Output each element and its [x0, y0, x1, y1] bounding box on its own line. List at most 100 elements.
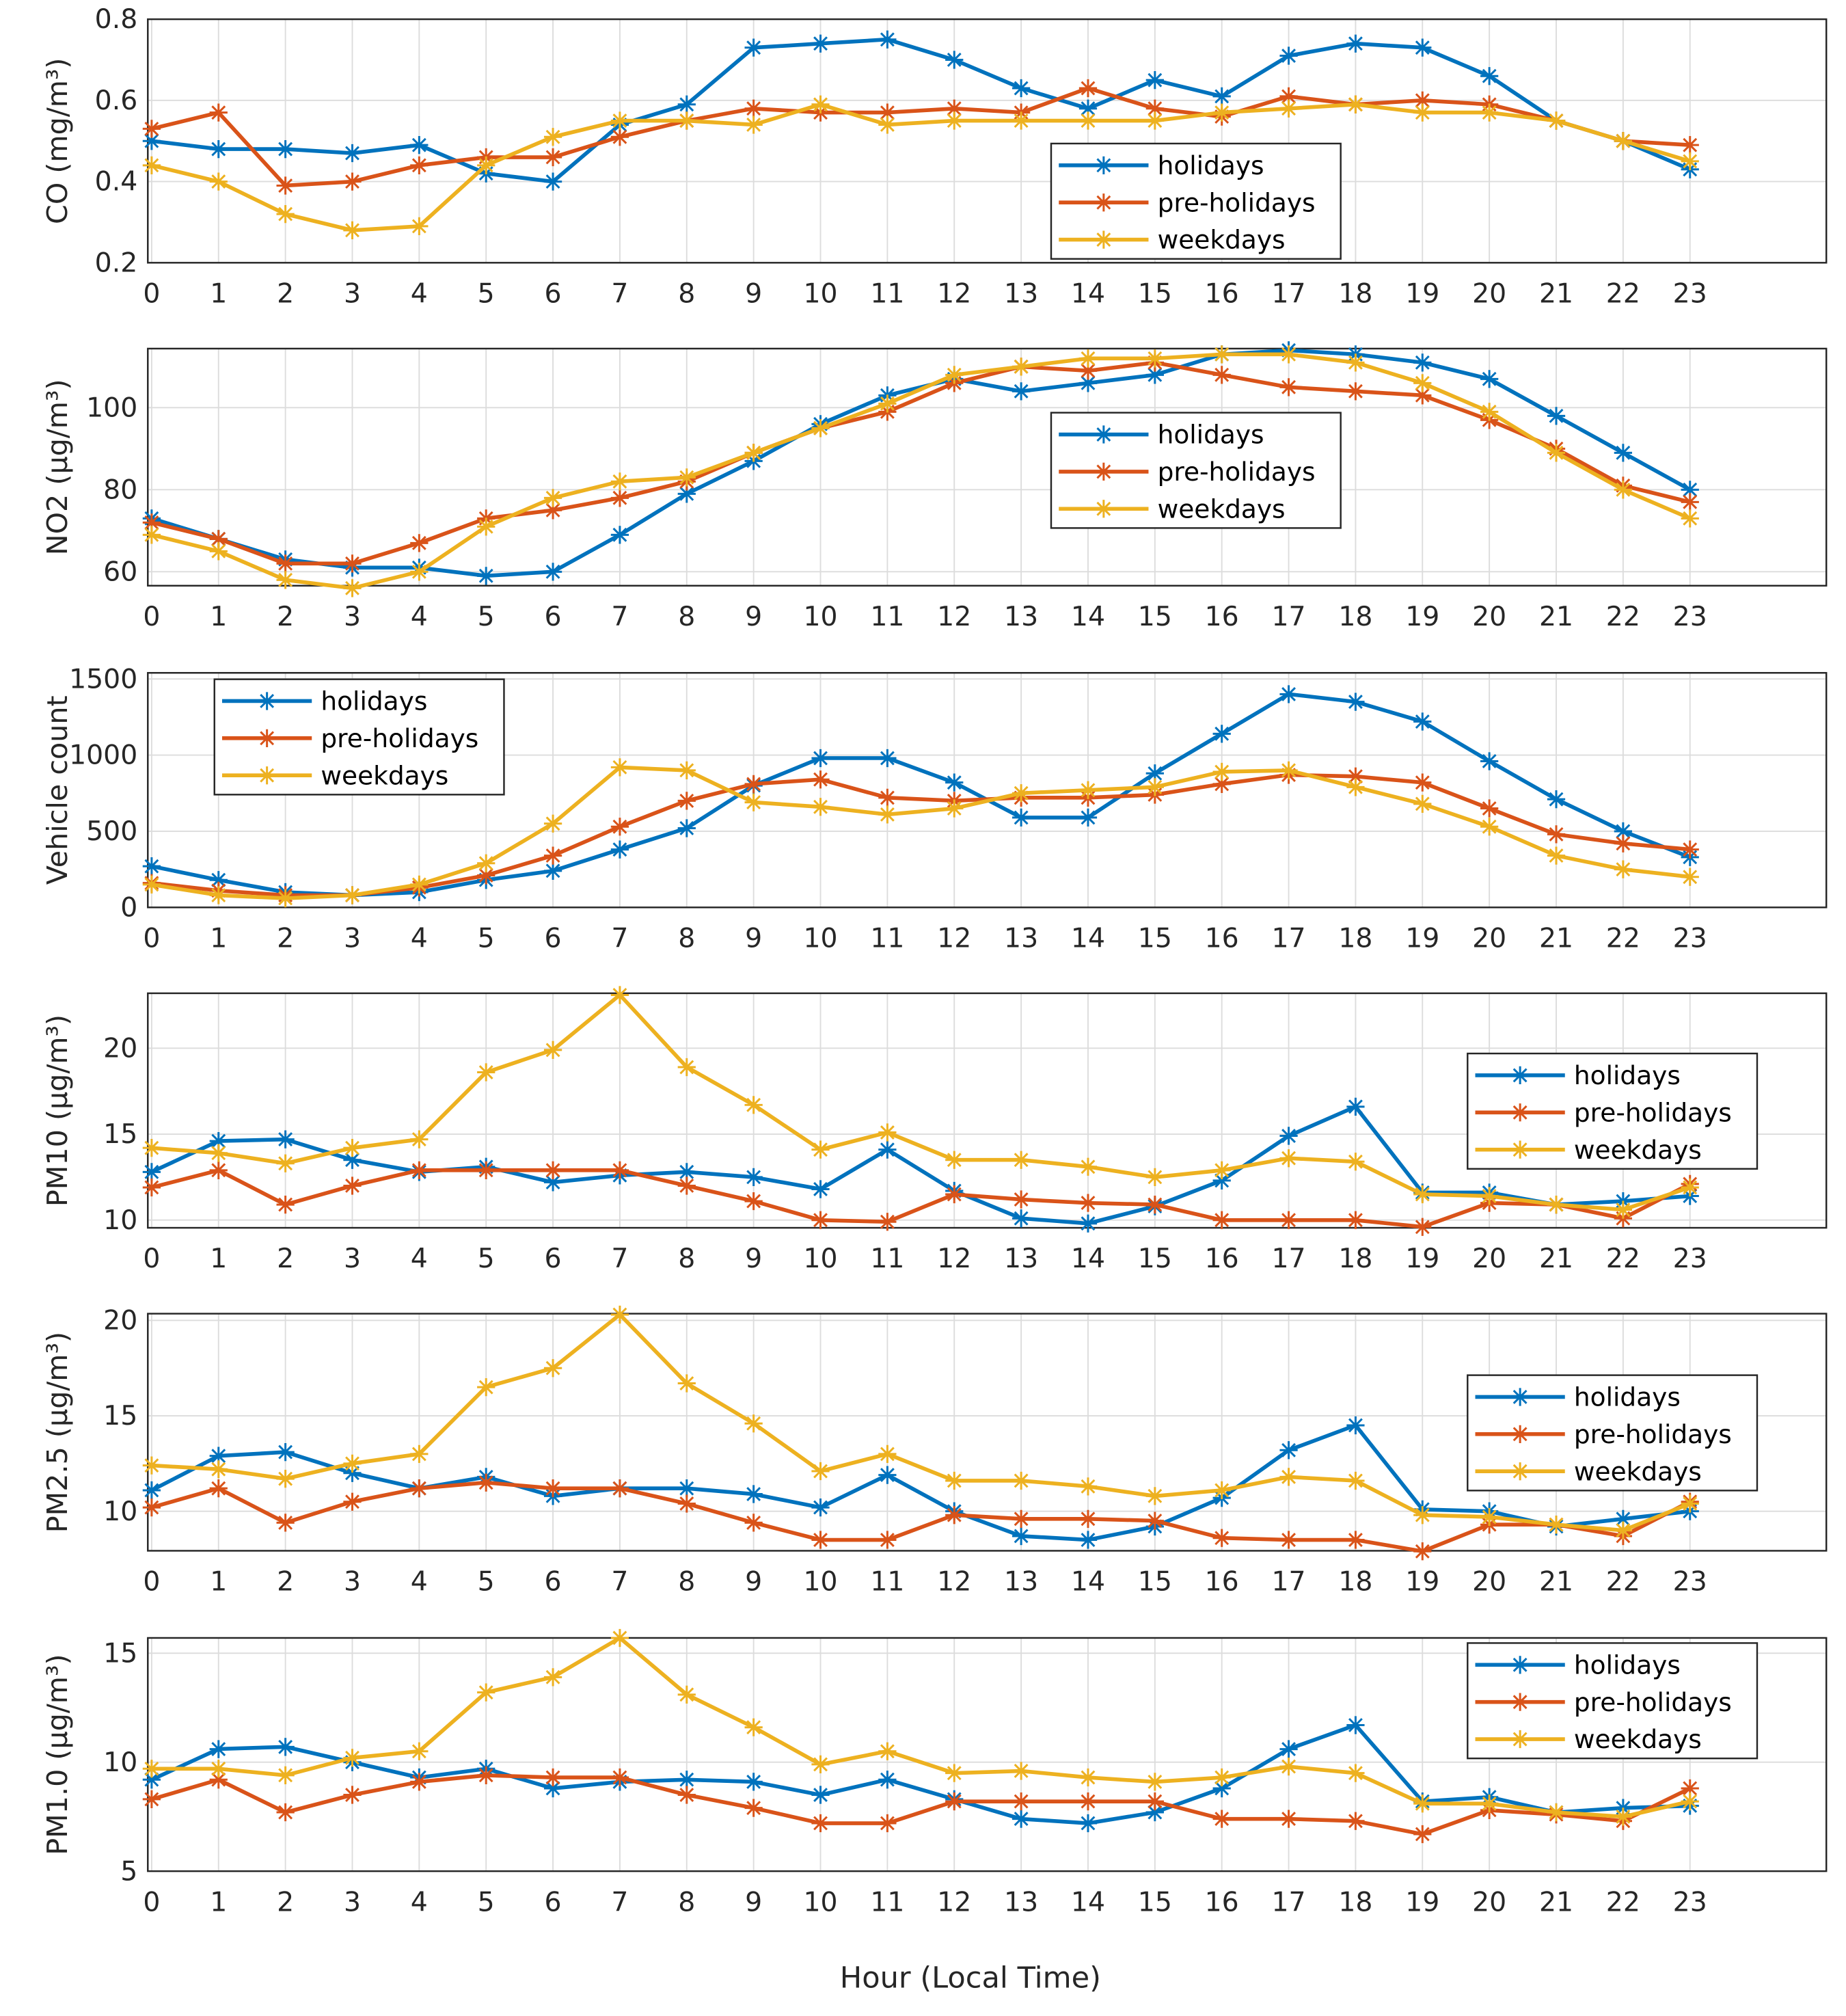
data-point-holidays	[1078, 1814, 1098, 1833]
x-tick-label: 4	[411, 1566, 428, 1598]
legend-marker-icon	[1094, 193, 1113, 212]
data-point-weekdays	[1012, 784, 1031, 803]
y-tick-label: 20	[103, 1032, 137, 1064]
x-tick-label: 20	[1472, 601, 1506, 632]
data-point-weekdays	[410, 875, 429, 894]
panel-3: 0 1 2 3 4 5 6 7 8 9 10 11 12 13 14 15 16 17 18 19 20 21 22 2305…	[41, 663, 1828, 954]
x-tick-label: 6	[545, 278, 562, 309]
data-point-weekdays	[1078, 781, 1098, 799]
x-tick-label: 21	[1539, 278, 1573, 309]
legend-label: pre-holidays	[1158, 457, 1316, 487]
data-point-weekdays	[1480, 103, 1499, 122]
x-tick-label: 4	[411, 1243, 428, 1274]
data-point-weekdays	[477, 1378, 496, 1397]
panel-6: 0 1 2 3 4 5 6 7 8 9 10 11 12 13 14 15 16 17 18 19 20 21 22 2351…	[41, 1628, 1828, 1918]
data-point-holidays	[1145, 366, 1164, 384]
legend-marker-icon	[1511, 1656, 1530, 1674]
legend-marker-icon	[1094, 425, 1113, 444]
data-point-pre-holidays	[410, 1161, 429, 1179]
x-tick-label: 0	[143, 1886, 160, 1918]
legend: holidays pre-holidays weekdays	[1050, 412, 1342, 529]
data-point-pre-holidays	[1212, 1211, 1231, 1229]
data-point-holidays	[209, 1131, 228, 1151]
x-tick-label: 3	[344, 922, 361, 954]
data-point-pre-holidays	[1413, 386, 1432, 405]
data-point-pre-holidays	[811, 1814, 830, 1833]
data-point-weekdays	[1547, 846, 1566, 865]
data-point-weekdays	[209, 1144, 228, 1162]
legend-marker-icon	[1511, 1462, 1530, 1481]
x-tick-label: 18	[1338, 922, 1372, 954]
x-tick-label: 22	[1606, 278, 1640, 309]
y-tick-label: 10	[103, 1496, 137, 1527]
data-point-holidays	[1279, 1441, 1298, 1460]
x-axis-label: Hour (Local Time)	[840, 1961, 1101, 1995]
series-line-holidays	[151, 37, 1691, 184]
panel-2: 0 1 2 3 4 5 6 7 8 9 10 11 12 13 14 15 16 17 18 19 20 21 22 2360…	[41, 341, 1828, 632]
legend-label: holidays	[1574, 1382, 1681, 1412]
data-point-pre-holidays	[1212, 1810, 1231, 1828]
data-point-weekdays	[945, 1764, 964, 1782]
x-tick-label: 2	[277, 1886, 294, 1918]
x-tick-label: 8	[678, 1243, 695, 1274]
x-tick-label: 6	[545, 1566, 562, 1598]
data-point-pre-holidays	[410, 1773, 429, 1791]
series-line-weekdays	[151, 102, 1691, 232]
data-point-pre-holidays	[1547, 825, 1566, 844]
x-tick-label: 21	[1539, 1566, 1573, 1598]
x-tick-label: 14	[1071, 1566, 1105, 1598]
data-point-pre-holidays	[1413, 91, 1432, 109]
data-point-weekdays	[142, 875, 161, 894]
data-point-pre-holidays	[1279, 87, 1298, 106]
data-point-pre-holidays	[1413, 1218, 1432, 1236]
data-point-pre-holidays	[1212, 1529, 1231, 1547]
x-tick-label: 9	[745, 1243, 762, 1274]
legend-marker-icon	[1511, 1140, 1530, 1159]
x-tick-label: 22	[1606, 1566, 1640, 1598]
legend-label: weekdays	[321, 760, 448, 790]
x-tick-label: 1	[210, 1886, 227, 1918]
x-tick-label: 23	[1673, 1566, 1707, 1598]
data-point-weekdays	[142, 1760, 161, 1778]
x-tick-label: 4	[411, 278, 428, 309]
data-point-weekdays	[1480, 1187, 1499, 1205]
series-line-pre-holidays	[151, 772, 1690, 898]
data-point-weekdays	[1078, 1768, 1098, 1787]
x-tick-label: 11	[870, 1886, 904, 1918]
data-point-pre-holidays	[142, 1178, 161, 1197]
data-point-weekdays	[209, 542, 228, 561]
x-tick-label: 7	[611, 278, 628, 309]
data-point-weekdays	[343, 579, 362, 597]
data-point-weekdays	[276, 571, 295, 589]
data-point-weekdays	[1145, 1773, 1164, 1791]
x-tick-label: 15	[1138, 1243, 1172, 1274]
data-point-holidays	[811, 34, 830, 53]
x-tick-label: 11	[870, 1566, 904, 1598]
legend-marker-icon	[1511, 1693, 1530, 1711]
legend-label: weekdays	[1574, 1456, 1702, 1486]
legend: holidays pre-holidays weekdays	[1467, 1052, 1759, 1170]
data-point-pre-holidays	[276, 1514, 295, 1532]
data-point-pre-holidays	[209, 103, 228, 122]
data-point-pre-holidays	[945, 1506, 964, 1524]
data-point-holidays	[1145, 71, 1164, 90]
x-tick-label: 7	[611, 922, 628, 954]
data-point-holidays	[1012, 1209, 1031, 1228]
data-point-weekdays	[276, 204, 295, 224]
y-tick-label: 0.6	[95, 85, 138, 116]
data-point-weekdays	[878, 805, 897, 824]
x-tick-label: 4	[411, 601, 428, 632]
legend-marker-icon	[258, 766, 276, 785]
data-point-weekdays	[1212, 103, 1231, 122]
data-point-pre-holidays	[477, 1766, 496, 1784]
data-point-holidays	[1012, 79, 1031, 98]
data-point-weekdays	[142, 1139, 161, 1157]
y-tick-label: 60	[103, 556, 137, 587]
data-point-weekdays	[343, 1454, 362, 1473]
data-point-weekdays	[1614, 1807, 1632, 1826]
legend-marker-icon	[1511, 1425, 1530, 1443]
x-tick-label: 2	[277, 601, 294, 632]
x-tick-label: 13	[1004, 1886, 1038, 1918]
data-point-holidays	[1681, 481, 1699, 499]
y-axis-label: PM2.5 (µg/m³)	[41, 1332, 74, 1533]
